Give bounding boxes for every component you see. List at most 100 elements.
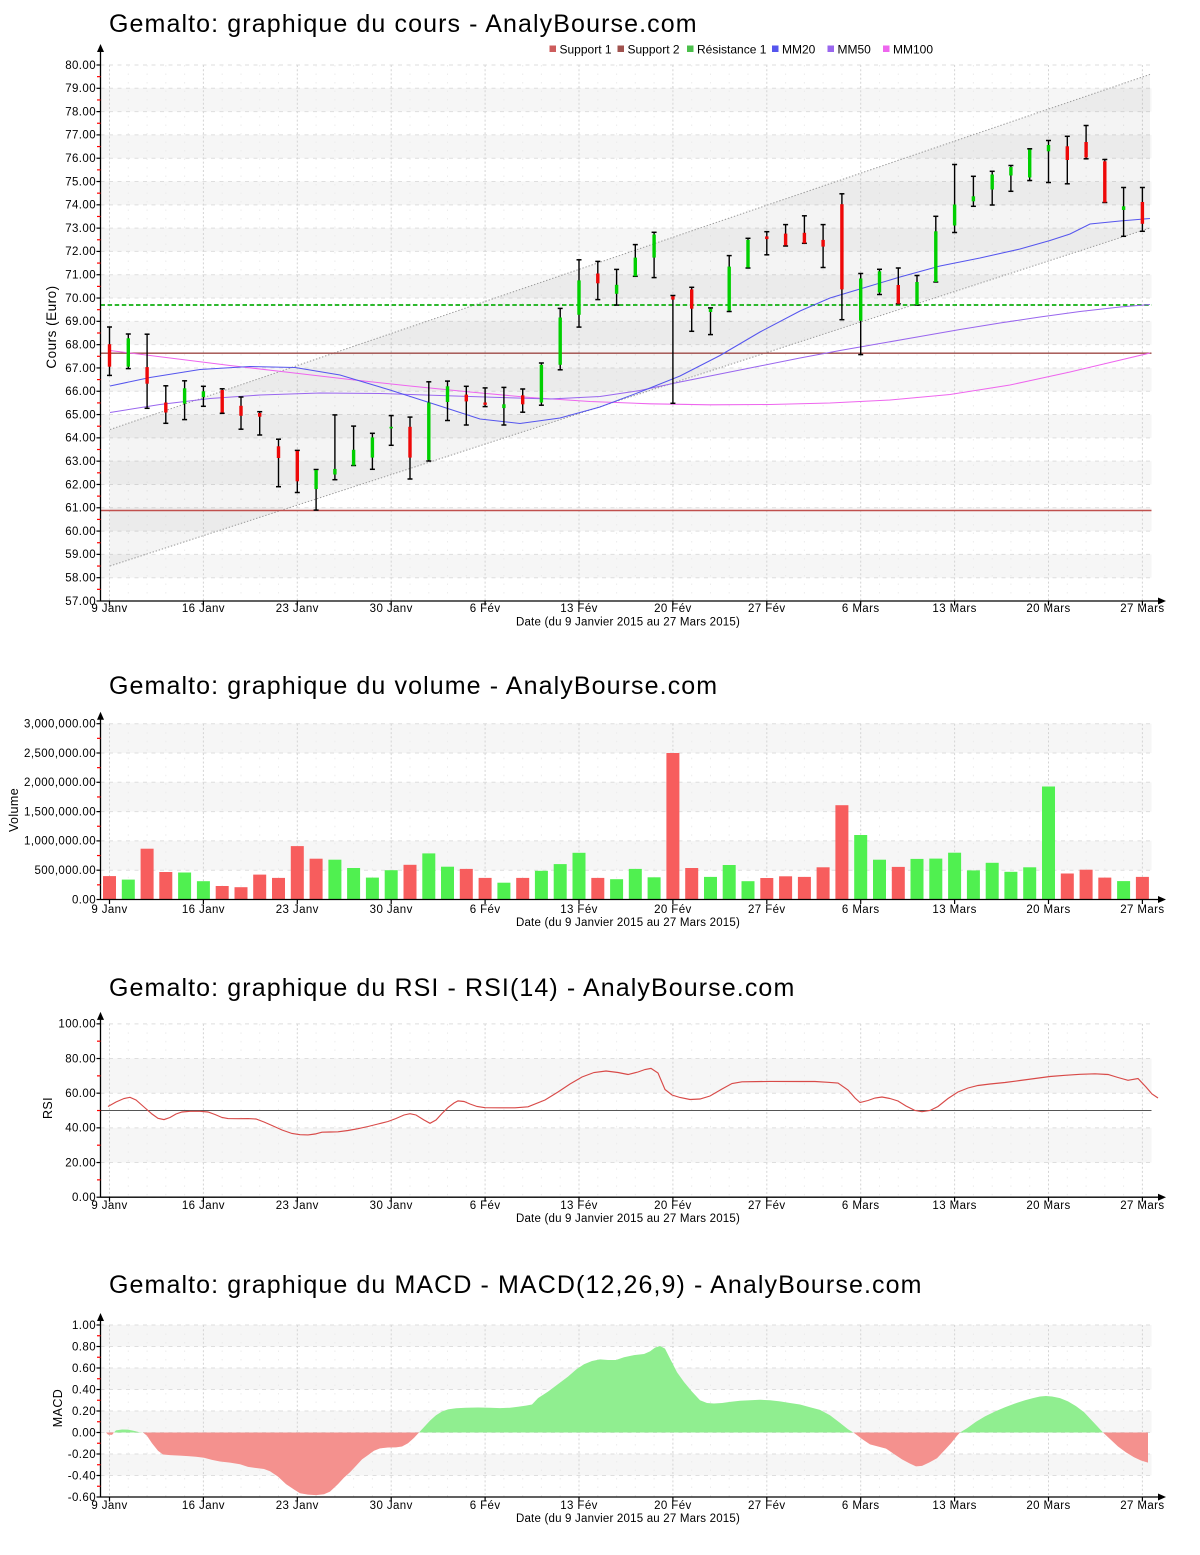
svg-text:6 Fév: 6 Fév	[470, 1200, 501, 1212]
svg-text:16 Janv: 16 Janv	[182, 1200, 225, 1212]
svg-text:13 Fév: 13 Fév	[560, 1500, 598, 1512]
svg-text:Gemalto: graphique du MACD - M: Gemalto: graphique du MACD - MACD(12,26,…	[109, 1271, 923, 1299]
svg-text:40.00: 40.00	[65, 1123, 96, 1135]
svg-text:67.00: 67.00	[65, 363, 96, 375]
svg-text:Support 1: Support 1	[560, 43, 612, 57]
svg-text:6 Mars: 6 Mars	[842, 603, 880, 615]
svg-text:Gemalto: graphique du cours -: Gemalto: graphique du cours - AnalyBours…	[109, 10, 698, 38]
svg-text:Date (du 9 Janvier 2015 au 27: Date (du 9 Janvier 2015 au 27 Mars 2015)	[516, 1513, 740, 1525]
svg-text:0.00: 0.00	[72, 1427, 96, 1439]
svg-text:0.00: 0.00	[72, 1192, 96, 1204]
svg-text:60.00: 60.00	[65, 1088, 96, 1100]
svg-text:20 Mars: 20 Mars	[1026, 603, 1070, 615]
svg-text:6 Fév: 6 Fév	[470, 603, 501, 615]
svg-text:Résistance 1: Résistance 1	[697, 43, 767, 57]
svg-text:23 Janv: 23 Janv	[276, 1200, 319, 1212]
svg-text:0.80: 0.80	[72, 1341, 96, 1353]
svg-text:9 Janv: 9 Janv	[91, 603, 127, 615]
svg-text:68.00: 68.00	[65, 339, 96, 351]
svg-text:Volume: Volume	[7, 788, 21, 832]
svg-text:1.00: 1.00	[72, 1320, 96, 1332]
svg-text:20 Mars: 20 Mars	[1026, 1500, 1070, 1512]
svg-text:Gemalto: graphique du volume -: Gemalto: graphique du volume - AnalyBour…	[109, 672, 718, 700]
svg-text:9 Janv: 9 Janv	[91, 904, 127, 916]
svg-text:27 Mars: 27 Mars	[1120, 603, 1164, 615]
svg-text:58.00: 58.00	[65, 572, 96, 584]
svg-text:100.00: 100.00	[58, 1019, 96, 1031]
svg-text:78.00: 78.00	[65, 106, 96, 118]
svg-text:Date (du 9 Janvier 2015 au 27: Date (du 9 Janvier 2015 au 27 Mars 2015)	[516, 617, 740, 629]
svg-text:0.40: 0.40	[72, 1384, 96, 1396]
svg-text:57.00: 57.00	[65, 596, 96, 608]
svg-text:MM50: MM50	[838, 43, 872, 57]
svg-text:MACD: MACD	[51, 1389, 65, 1427]
svg-text:75.00: 75.00	[65, 176, 96, 188]
svg-text:23 Janv: 23 Janv	[276, 904, 319, 916]
svg-text:20 Fév: 20 Fév	[654, 603, 692, 615]
svg-text:61.00: 61.00	[65, 503, 96, 515]
svg-text:2,000,000.00: 2,000,000.00	[24, 777, 96, 789]
svg-text:Date (du 9 Janvier 2015 au 27: Date (du 9 Janvier 2015 au 27 Mars 2015)	[516, 1213, 740, 1225]
svg-text:80.00: 80.00	[65, 60, 96, 72]
svg-text:6 Mars: 6 Mars	[842, 904, 880, 916]
svg-text:9 Janv: 9 Janv	[91, 1500, 127, 1512]
svg-text:16 Janv: 16 Janv	[182, 603, 225, 615]
svg-text:2,500,000.00: 2,500,000.00	[24, 748, 96, 760]
svg-text:20 Fév: 20 Fév	[654, 1200, 692, 1212]
svg-text:13 Mars: 13 Mars	[932, 1500, 976, 1512]
svg-text:62.00: 62.00	[65, 479, 96, 491]
svg-text:500,000.00: 500,000.00	[34, 865, 96, 877]
svg-text:0.60: 0.60	[72, 1363, 96, 1375]
svg-text:3,000,000.00: 3,000,000.00	[24, 719, 96, 731]
svg-text:69.00: 69.00	[65, 316, 96, 328]
svg-text:27 Mars: 27 Mars	[1120, 904, 1164, 916]
svg-text:77.00: 77.00	[65, 130, 96, 142]
svg-text:64.00: 64.00	[65, 433, 96, 445]
svg-text:6 Mars: 6 Mars	[842, 1500, 880, 1512]
svg-text:20 Fév: 20 Fév	[654, 1500, 692, 1512]
svg-text:16 Janv: 16 Janv	[182, 1500, 225, 1512]
svg-text:63.00: 63.00	[65, 456, 96, 468]
svg-text:60.00: 60.00	[65, 526, 96, 538]
svg-text:59.00: 59.00	[65, 549, 96, 561]
svg-text:MM20: MM20	[782, 43, 816, 57]
svg-text:72.00: 72.00	[65, 246, 96, 258]
svg-text:0.20: 0.20	[72, 1406, 96, 1418]
svg-text:73.00: 73.00	[65, 223, 96, 235]
svg-text:74.00: 74.00	[65, 200, 96, 212]
svg-text:76.00: 76.00	[65, 153, 96, 165]
svg-text:30 Janv: 30 Janv	[370, 1500, 413, 1512]
svg-text:27 Fév: 27 Fév	[748, 1500, 786, 1512]
svg-text:20 Mars: 20 Mars	[1026, 1200, 1070, 1212]
svg-text:-0.20: -0.20	[68, 1449, 96, 1461]
svg-text:27 Fév: 27 Fév	[748, 603, 786, 615]
svg-text:Gemalto: graphique du RSI - RS: Gemalto: graphique du RSI - RSI(14) - An…	[109, 974, 795, 1002]
svg-text:RSI: RSI	[41, 1097, 55, 1119]
svg-text:13 Fév: 13 Fév	[560, 603, 598, 615]
svg-text:9 Janv: 9 Janv	[91, 1200, 127, 1212]
svg-text:71.00: 71.00	[65, 270, 96, 282]
svg-text:27 Fév: 27 Fév	[748, 904, 786, 916]
svg-text:MM100: MM100	[893, 43, 933, 57]
svg-text:70.00: 70.00	[65, 293, 96, 305]
svg-text:1,500,000.00: 1,500,000.00	[24, 806, 96, 818]
svg-text:-0.60: -0.60	[68, 1492, 96, 1504]
svg-text:6 Mars: 6 Mars	[842, 1200, 880, 1212]
svg-text:30 Janv: 30 Janv	[370, 603, 413, 615]
svg-text:65.00: 65.00	[65, 409, 96, 421]
svg-text:27 Fév: 27 Fév	[748, 1200, 786, 1212]
svg-text:20 Mars: 20 Mars	[1026, 904, 1070, 916]
svg-text:79.00: 79.00	[65, 83, 96, 95]
svg-text:80.00: 80.00	[65, 1053, 96, 1065]
svg-text:13 Mars: 13 Mars	[932, 904, 976, 916]
svg-text:20 Fév: 20 Fév	[654, 904, 692, 916]
svg-text:13 Fév: 13 Fév	[560, 1200, 598, 1212]
svg-text:23 Janv: 23 Janv	[276, 1500, 319, 1512]
svg-text:23 Janv: 23 Janv	[276, 603, 319, 615]
svg-text:6 Fév: 6 Fév	[470, 1500, 501, 1512]
svg-text:13 Mars: 13 Mars	[932, 1200, 976, 1212]
svg-text:13 Fév: 13 Fév	[560, 904, 598, 916]
svg-text:6 Fév: 6 Fév	[470, 904, 501, 916]
svg-text:30 Janv: 30 Janv	[370, 904, 413, 916]
svg-text:27 Mars: 27 Mars	[1120, 1500, 1164, 1512]
